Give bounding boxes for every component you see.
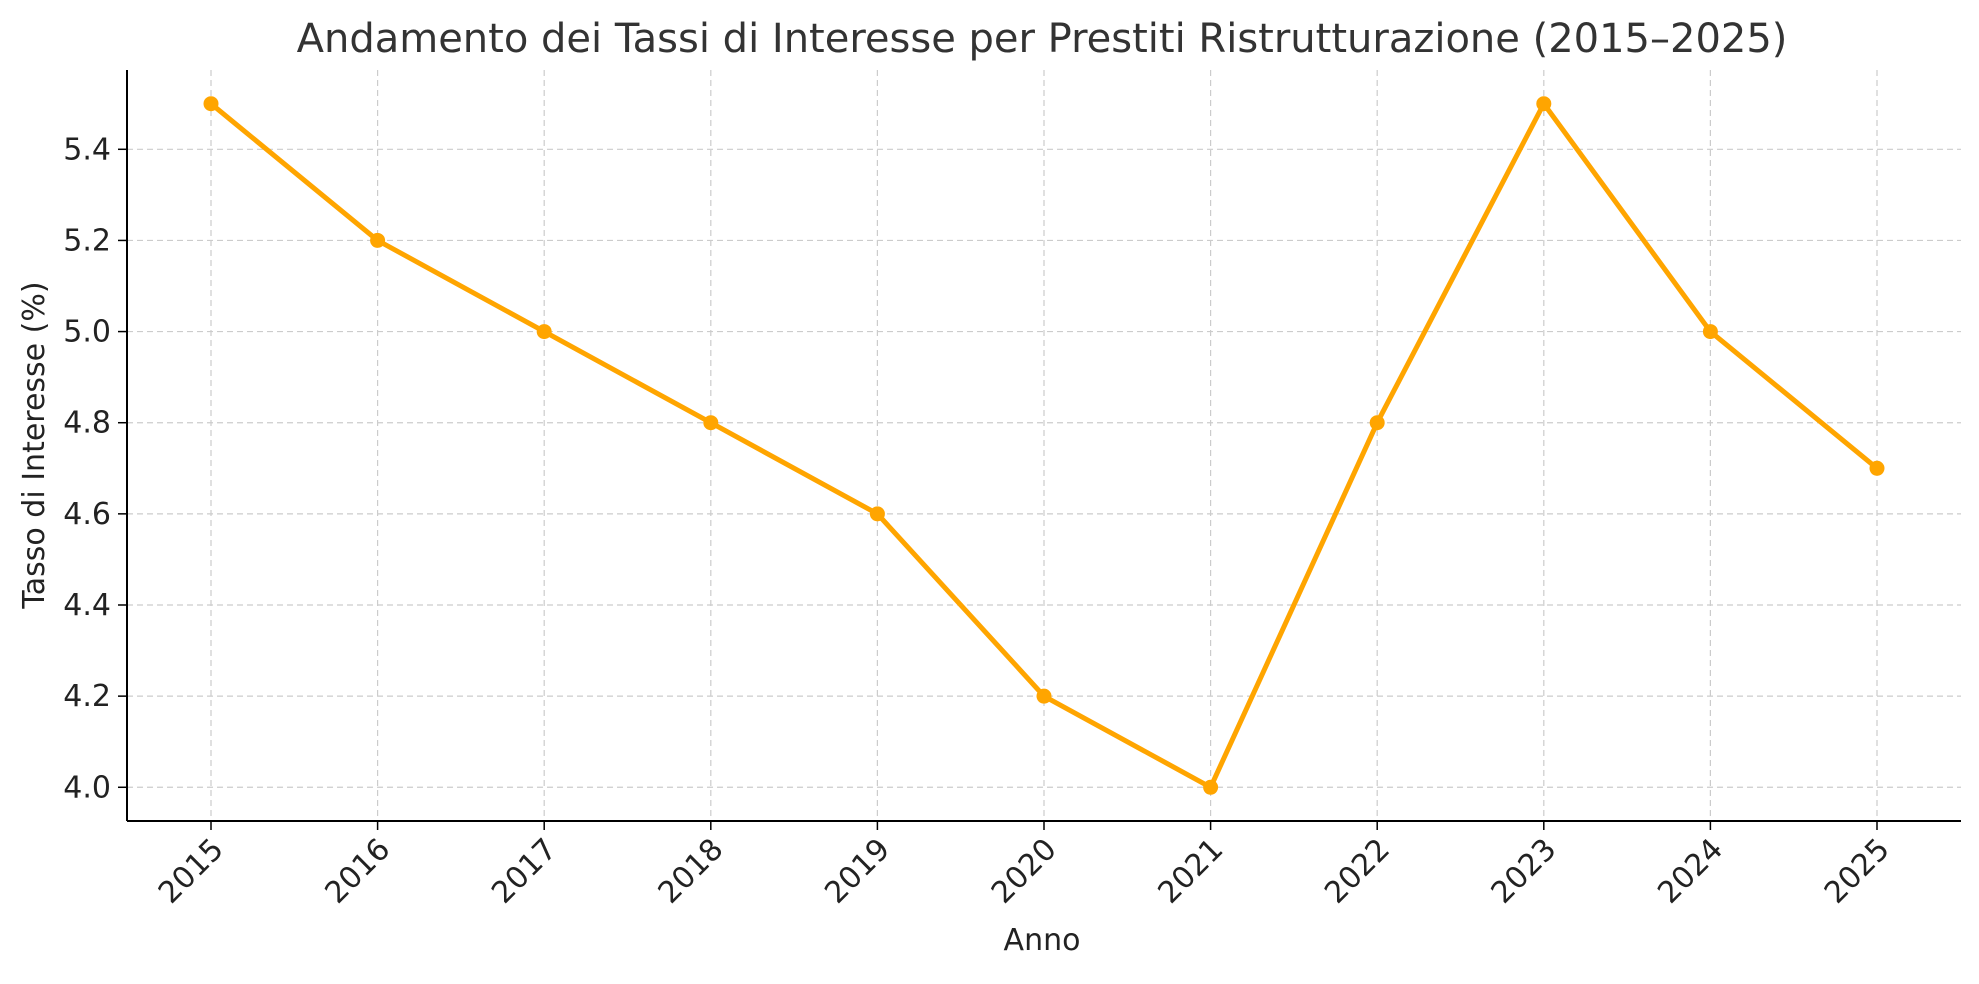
y-tick-label: 5.0 — [63, 315, 111, 350]
y-tick-label: 4.2 — [63, 679, 111, 714]
x-tick-label: 2017 — [485, 832, 564, 911]
x-tick-label: 2023 — [1485, 832, 1564, 911]
chart-title: Andamento dei Tassi di Interesse per Pre… — [297, 16, 1788, 62]
axes — [118, 70, 1961, 830]
x-axis-title: Anno — [1004, 923, 1081, 958]
x-tick-label: 2022 — [1318, 832, 1397, 911]
data-point — [703, 415, 719, 431]
data-point — [1203, 779, 1219, 795]
x-tick-label: 2015 — [152, 832, 231, 911]
data-point — [1536, 96, 1552, 112]
x-tick-label: 2016 — [319, 832, 398, 911]
x-tick-label: 2024 — [1651, 832, 1730, 911]
data-point — [536, 324, 552, 340]
chart-labels: Andamento dei Tassi di Interesse per Pre… — [17, 16, 1787, 958]
x-tick-label: 2025 — [1818, 832, 1897, 911]
y-tick-label: 4.8 — [63, 406, 111, 441]
x-tick-label: 2021 — [1152, 832, 1231, 911]
data-point — [370, 232, 386, 248]
y-tick-label: 4.0 — [63, 770, 111, 805]
x-tick-label: 2019 — [818, 832, 897, 911]
y-axis-title: Tasso di Interesse (%) — [17, 281, 52, 609]
y-tick-label: 4.4 — [63, 588, 111, 623]
tick-labels: 2015 2016 2017 2018 2019 2020 2021 2022 2023 2024… — [63, 132, 1896, 910]
data-point — [1036, 688, 1052, 704]
y-tick-label: 4.6 — [63, 497, 111, 532]
data-point — [1369, 415, 1385, 431]
y-tick-label: 5.2 — [63, 223, 111, 258]
data-point — [203, 96, 219, 112]
x-tick-label: 2018 — [652, 832, 731, 911]
grid — [127, 70, 1961, 821]
x-tick-label: 2020 — [985, 832, 1064, 911]
data-point — [1869, 460, 1885, 476]
y-tick-label: 5.4 — [63, 132, 111, 167]
data-point — [1702, 324, 1718, 340]
series-layer — [203, 96, 1885, 795]
data-point — [869, 506, 885, 522]
